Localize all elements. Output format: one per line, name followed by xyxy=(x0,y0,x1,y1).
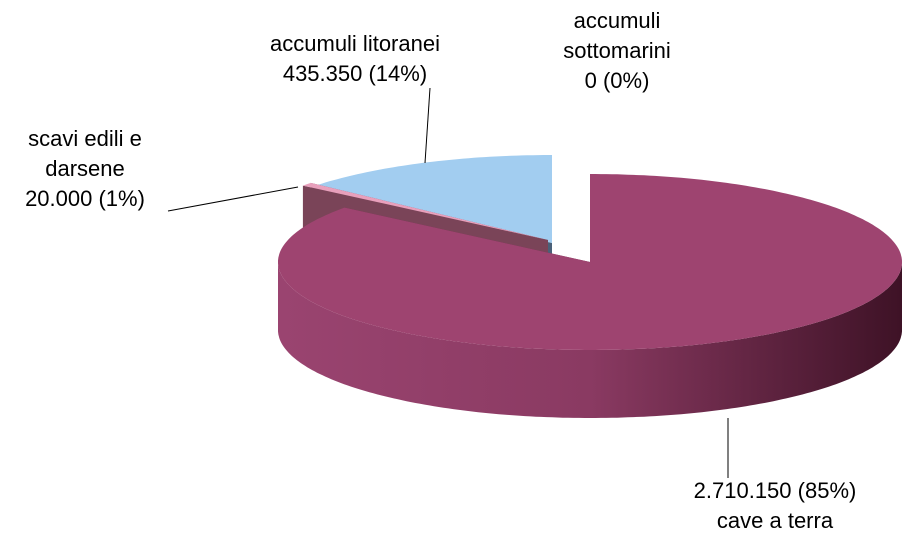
label-line: accumuli litoranei xyxy=(270,31,440,56)
slice-top xyxy=(314,155,552,243)
slice xyxy=(278,174,902,418)
leader-line xyxy=(424,87,431,164)
slice-side xyxy=(278,262,902,418)
data-label: 435.350 (14%) xyxy=(283,61,427,86)
label-line: darsene xyxy=(45,156,125,181)
label-line: scavi edili e xyxy=(28,126,142,151)
slice-label: cave a terra xyxy=(717,508,834,533)
data-label: 0 (0%) xyxy=(585,68,650,93)
label-line: cave a terra xyxy=(717,508,834,533)
data-label: 20.000 (1%) xyxy=(25,186,145,211)
slice-top xyxy=(278,174,902,350)
leader-line xyxy=(167,186,299,212)
slice-label: accumuli litoranei xyxy=(270,31,440,56)
slice-top xyxy=(302,182,548,240)
data-label: 2.710.150 (85%) xyxy=(694,478,857,503)
slice-label: accumuli sottomarini xyxy=(563,8,671,63)
label-line: sottomarini xyxy=(563,38,671,63)
label-line: accumuli xyxy=(574,8,661,33)
slice-label: scavi edili e darsene xyxy=(28,126,142,181)
